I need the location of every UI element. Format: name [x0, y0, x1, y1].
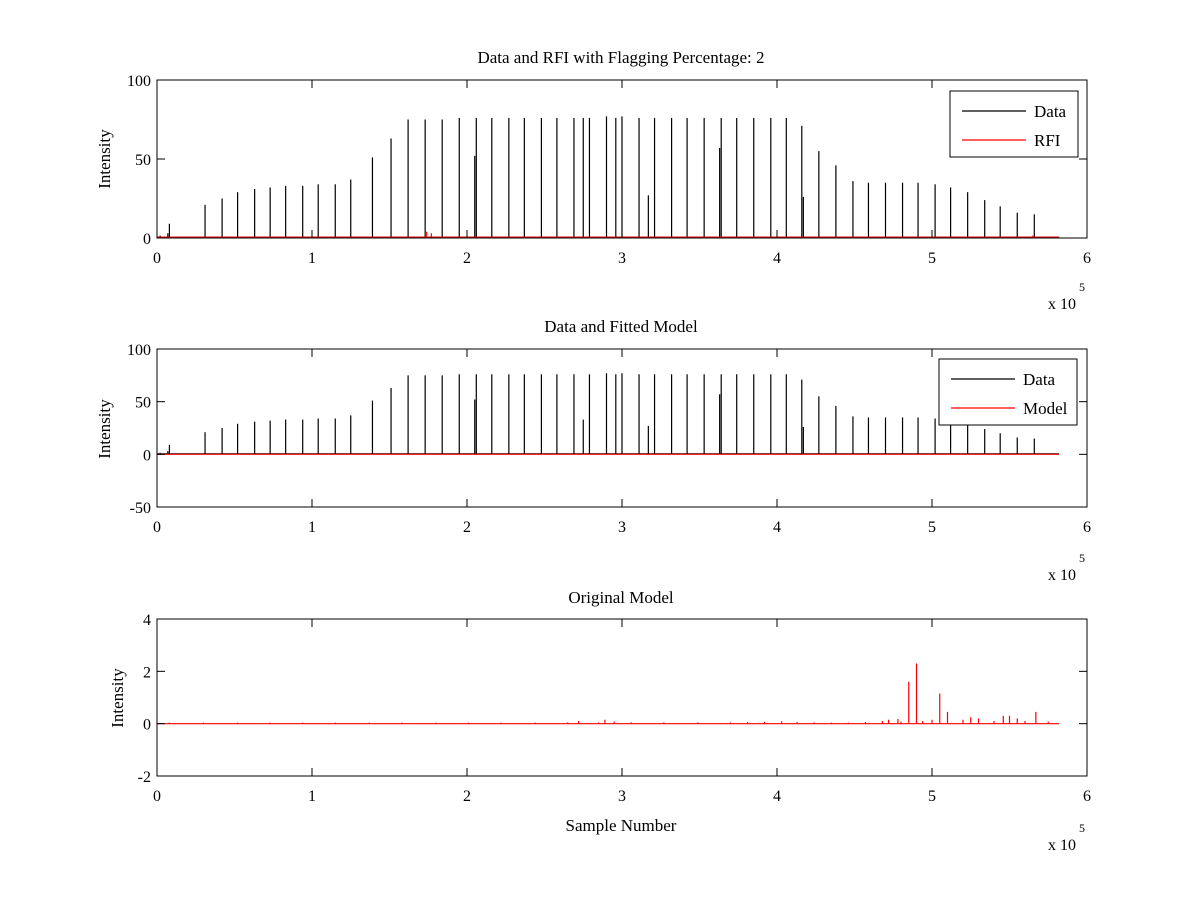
x-tick-label: 6: [1083, 788, 1091, 805]
legend-label: Data: [1034, 102, 1067, 121]
x-tick-label: 0: [153, 788, 161, 805]
legend: Data RFI: [949, 90, 1079, 158]
y-axis-label: Intensity: [108, 668, 127, 728]
y-tick-label: -50: [130, 500, 151, 517]
x-exponent-label: x 10: [1048, 837, 1076, 854]
x-tick-label: 2: [463, 519, 471, 536]
x-tick-label: 6: [1083, 519, 1091, 536]
series-group: [157, 663, 1060, 725]
y-tick-label: 0: [143, 447, 151, 464]
y-tick-label: 2: [143, 664, 151, 681]
x-tick-label: 3: [618, 250, 626, 267]
y-tick-label: 100: [127, 73, 151, 90]
y-tick-label: 0: [143, 231, 151, 248]
legend-box: [938, 358, 1078, 426]
x-tick-label: 6: [1083, 250, 1091, 267]
panel-title: Data and Fitted Model: [544, 317, 698, 336]
y-tick-label: -2: [138, 769, 151, 786]
legend-label: Model: [1023, 399, 1068, 418]
x-exponent-label: x 10: [1048, 296, 1076, 313]
x-tick-label: 4: [773, 250, 781, 267]
x-tick-label: 3: [618, 519, 626, 536]
y-tick-label: 0: [143, 717, 151, 734]
plot-area: 0 1 2 3 4 5 6 0 50 100: [127, 73, 1091, 267]
x-exponent: 5: [1079, 280, 1085, 294]
legend-label: RFI: [1034, 131, 1061, 150]
x-exponent: 5: [1079, 821, 1085, 835]
x-exponent: 5: [1079, 551, 1085, 565]
x-tick-label: 4: [773, 788, 781, 805]
legend: Data Model: [938, 358, 1078, 426]
y-tick-label: 4: [143, 612, 151, 629]
y-axis-label: Intensity: [95, 399, 114, 459]
x-axis-label: Sample Number: [566, 816, 677, 835]
x-tick-label: 2: [463, 788, 471, 805]
series-group: [157, 116, 1060, 238]
y-tick-label: 50: [135, 152, 151, 169]
x-tick-label: 1: [308, 519, 316, 536]
x-tick-label: 0: [153, 250, 161, 267]
y-tick-label: 100: [127, 342, 151, 359]
series-group: [157, 373, 1060, 455]
y-tick-label: 50: [135, 395, 151, 412]
x-tick-label: 0: [153, 519, 161, 536]
panel-data-model: Data and Fitted Model Intensity 0 1 2 3 4 5 6 -…: [95, 317, 1091, 584]
x-exponent-label: x 10: [1048, 567, 1076, 584]
panel-title: Original Model: [568, 588, 674, 607]
legend-label: Data: [1023, 370, 1056, 389]
x-tick-label: 1: [308, 788, 316, 805]
x-tick-label: 4: [773, 519, 781, 536]
x-tick-label: 3: [618, 788, 626, 805]
panel-original-model: Original Model Intensity Sample Number 0…: [108, 588, 1091, 854]
panel-title: Data and RFI with Flagging Percentage: 2: [477, 48, 764, 67]
panel-data-rfi: Data and RFI with Flagging Percentage: 2…: [95, 48, 1091, 313]
x-tick-label: 5: [928, 788, 936, 805]
x-tick-label: 5: [928, 250, 936, 267]
x-tick-label: 1: [308, 250, 316, 267]
y-axis-label: Intensity: [95, 129, 114, 189]
x-tick-label: 5: [928, 519, 936, 536]
legend-box: [949, 90, 1079, 158]
x-tick-label: 2: [463, 250, 471, 267]
